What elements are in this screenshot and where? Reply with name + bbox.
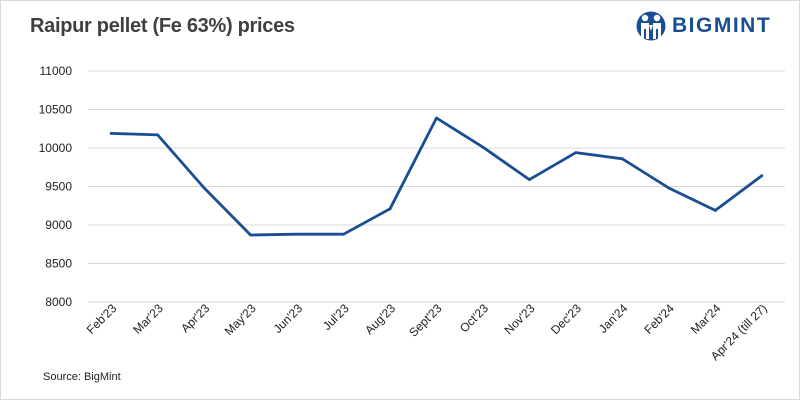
x-tick-label: May'23 xyxy=(222,301,259,338)
data-point xyxy=(202,186,206,190)
bigmint-logo-icon xyxy=(636,11,666,41)
gridlines xyxy=(88,70,785,303)
data-point xyxy=(620,157,624,161)
y-tick-label: 8500 xyxy=(45,257,72,271)
y-tick-label: 10500 xyxy=(39,103,73,117)
x-tick-label: Mar'24 xyxy=(688,301,724,337)
x-tick-label: Jul'23 xyxy=(320,301,352,333)
x-tick-label: Feb'23 xyxy=(84,301,120,337)
bigmint-logo: BIGMINT xyxy=(636,8,771,44)
series-line xyxy=(109,116,764,237)
y-tick-label: 10000 xyxy=(39,141,73,155)
x-axis: Feb'23 Mar'23 Apr'23 May'23 Jun'23 Jul'23 Aug'… xyxy=(84,301,770,363)
x-tick-label: Feb'24 xyxy=(641,301,677,337)
data-point xyxy=(713,208,717,212)
data-point xyxy=(295,232,299,236)
y-tick-label: 11000 xyxy=(40,64,73,78)
x-tick-label: Jan'24 xyxy=(596,301,631,336)
x-tick-label: Aug'23 xyxy=(362,301,398,337)
x-tick-label: Dec'23 xyxy=(548,301,584,337)
data-point xyxy=(109,131,113,135)
data-point xyxy=(760,174,764,178)
chart-title: Raipur pellet (Fe 63%) prices xyxy=(30,15,295,37)
x-tick-label: Jun'23 xyxy=(271,301,306,336)
data-point xyxy=(574,151,578,155)
x-tick-label: Nov'23 xyxy=(502,301,538,337)
data-point xyxy=(481,145,485,149)
y-tick-label: 9000 xyxy=(45,218,72,232)
y-tick-label: 9500 xyxy=(45,180,72,194)
data-point xyxy=(528,178,531,181)
data-point xyxy=(342,232,345,236)
data-point xyxy=(667,186,671,190)
x-tick-label: Apr'23 xyxy=(178,301,212,335)
data-point xyxy=(249,233,253,237)
x-tick-label: Mar'23 xyxy=(130,301,166,337)
source-note: Source: BigMint xyxy=(43,371,121,383)
data-point xyxy=(156,133,160,137)
y-axis: 8000 8500 9000 9500 10000 10500 11000 xyxy=(39,64,73,309)
data-point xyxy=(435,116,438,120)
y-tick-label: 8000 xyxy=(45,295,72,309)
brand-name: BIGMINT xyxy=(672,14,772,37)
series-layer xyxy=(109,116,764,237)
data-point xyxy=(388,207,392,211)
x-tick-label: Sept'23 xyxy=(406,301,445,340)
x-tick-label: Oct'23 xyxy=(457,301,491,335)
